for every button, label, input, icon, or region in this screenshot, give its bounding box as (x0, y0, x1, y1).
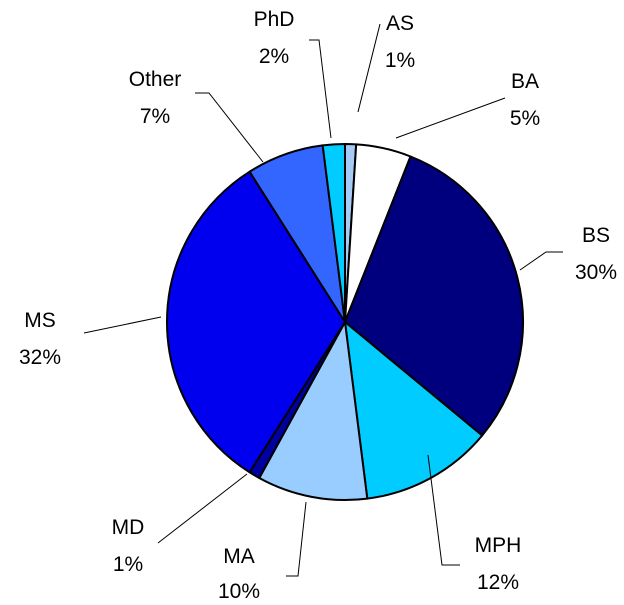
slice-label-percent: 5% (510, 107, 540, 130)
slice-label-percent: 30% (575, 261, 617, 284)
slice-label-percent: 2% (259, 45, 289, 68)
slice-label-name: BS (582, 224, 610, 247)
slice-label-name: MD (112, 516, 145, 539)
slice-label-percent: 1% (385, 49, 415, 72)
slice-label-percent: 10% (218, 580, 260, 603)
label-ba: BA 5% (510, 70, 540, 130)
pie-slice-bs (344, 155, 524, 437)
label-ma: MA 10% (218, 545, 260, 603)
label-ms: MS 32% (19, 309, 61, 369)
slice-label-name: AS (386, 12, 414, 35)
slice-label-name: PhD (254, 8, 295, 31)
slice-label-name: MA (223, 545, 255, 568)
slice-label-percent: 1% (113, 553, 143, 576)
label-other: Other 7% (129, 68, 182, 128)
label-md: MD 1% (112, 516, 145, 576)
pie-slice-ms (166, 170, 346, 474)
label-as: AS 1% (385, 12, 415, 72)
leader-line-ms (83, 316, 162, 334)
leader-line-ma (286, 501, 307, 577)
slice-label-percent: 12% (477, 571, 519, 594)
leader-line-as (357, 23, 381, 113)
slice-label-percent: 32% (19, 346, 61, 369)
pie-slice-phd (321, 142, 346, 323)
leader-line-phd (309, 39, 332, 139)
label-mph: MPH 12% (475, 534, 522, 594)
slice-label-percent: 7% (140, 105, 170, 128)
leader-lines (83, 23, 563, 577)
leader-line-other (195, 92, 264, 163)
label-phd: PhD 2% (254, 8, 295, 68)
slice-label-name: MPH (475, 534, 522, 557)
slice-label-name: BA (511, 70, 539, 93)
pie-slice-ma (258, 321, 369, 501)
slice-label-name: Other (129, 68, 182, 91)
slice-label-name: MS (24, 309, 56, 332)
leader-line-md (157, 473, 248, 544)
leader-line-mph (427, 454, 460, 566)
label-bs: BS 30% (575, 224, 617, 284)
leader-line-bs (519, 251, 563, 271)
leader-line-ba (395, 97, 506, 139)
pie-slices (166, 142, 524, 501)
